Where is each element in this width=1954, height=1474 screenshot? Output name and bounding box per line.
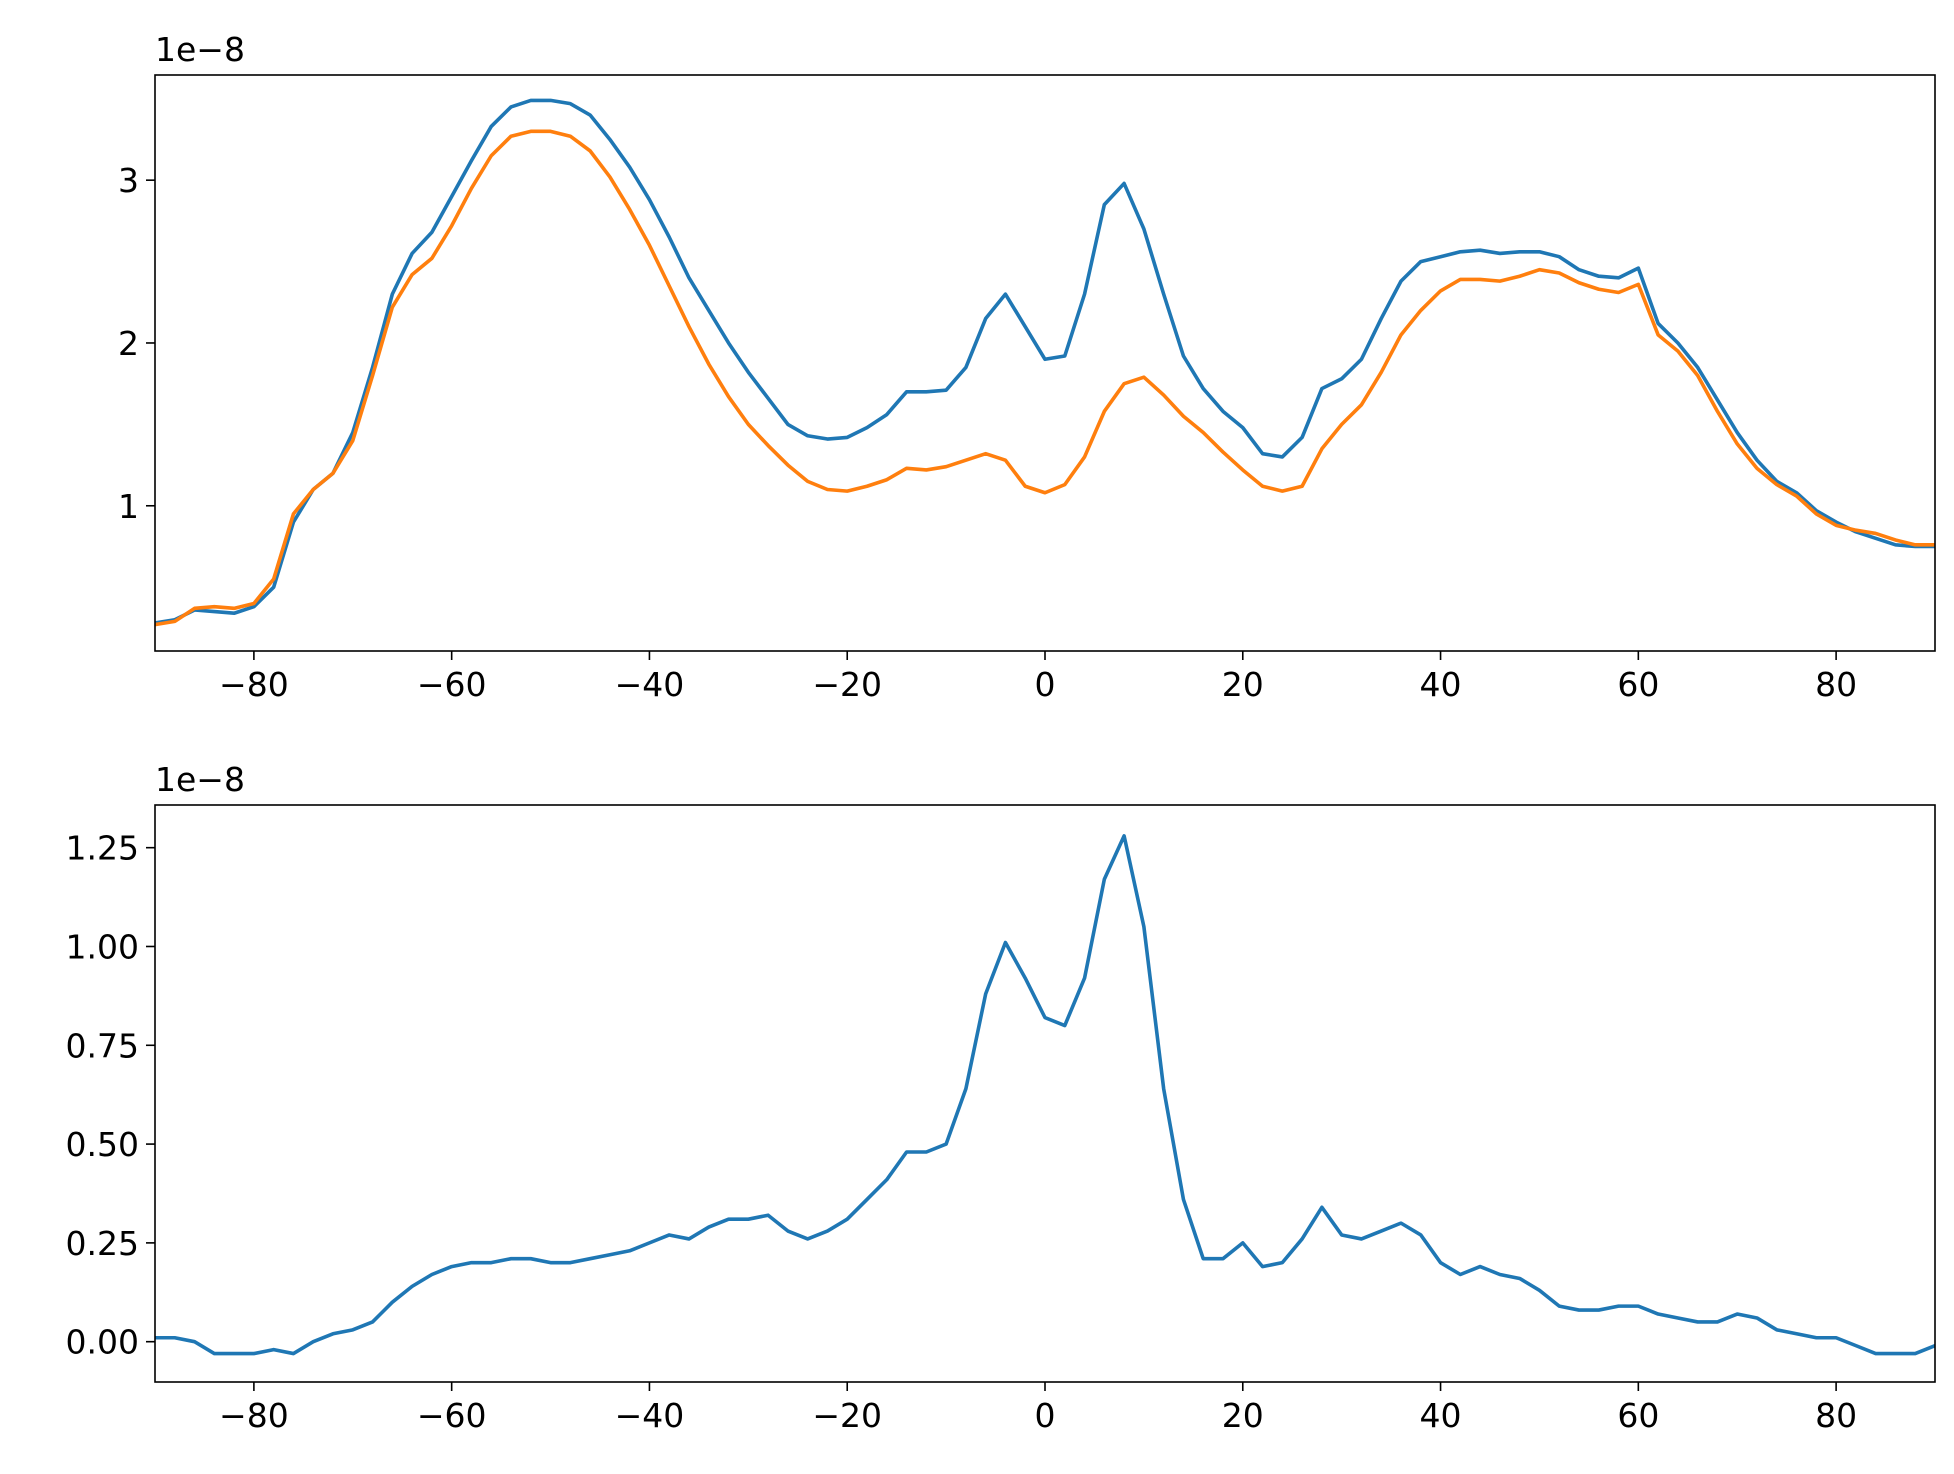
data-line bbox=[155, 98, 1935, 625]
x-tick-label: 0 bbox=[1035, 665, 1056, 704]
x-tick-label: 40 bbox=[1420, 665, 1462, 704]
x-tick-label: 60 bbox=[1617, 665, 1659, 704]
axes-frame bbox=[154, 804, 1936, 1383]
x-tick-label: −20 bbox=[812, 1396, 882, 1435]
data-line bbox=[155, 834, 1935, 1356]
y-tick-label: 0.50 bbox=[66, 1125, 139, 1164]
y-tick-label: 0.75 bbox=[66, 1026, 139, 1065]
y-tick-label: 3 bbox=[118, 161, 139, 200]
x-tick-label: 80 bbox=[1815, 665, 1857, 704]
y-tick-label: 2 bbox=[118, 324, 139, 363]
y-tick-label: 1 bbox=[118, 487, 139, 526]
x-tick-label: 40 bbox=[1420, 1396, 1462, 1435]
x-tick-label: −40 bbox=[615, 665, 685, 704]
x-tick-label: 20 bbox=[1222, 1396, 1264, 1435]
x-tick-label: 60 bbox=[1617, 1396, 1659, 1435]
y-tick-label: 0.00 bbox=[66, 1323, 139, 1362]
x-tick-label: −40 bbox=[615, 1396, 685, 1435]
offset-label: 1e−8 bbox=[155, 30, 245, 69]
x-tick-label: 80 bbox=[1815, 1396, 1857, 1435]
offset-label: 1e−8 bbox=[155, 760, 245, 799]
axes-frame bbox=[154, 74, 1936, 652]
x-tick-label: −80 bbox=[219, 1396, 289, 1435]
y-tick-label: 1.25 bbox=[66, 829, 139, 868]
y-tick-label: 1.00 bbox=[66, 927, 139, 966]
x-tick-label: −60 bbox=[417, 1396, 487, 1435]
x-tick-label: 0 bbox=[1035, 1396, 1056, 1435]
x-tick-label: −60 bbox=[417, 665, 487, 704]
x-tick-label: −80 bbox=[219, 665, 289, 704]
data-line bbox=[155, 129, 1935, 627]
y-tick-label: 0.25 bbox=[66, 1224, 139, 1263]
x-tick-label: −20 bbox=[812, 665, 882, 704]
x-tick-label: 20 bbox=[1222, 665, 1264, 704]
